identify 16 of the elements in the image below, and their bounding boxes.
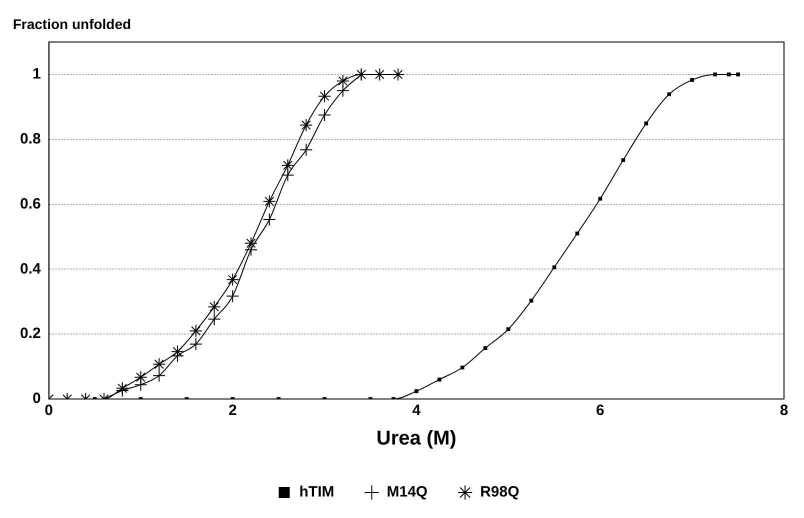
legend-label: R98Q (480, 484, 520, 501)
y-tick-label: 0.4 (20, 260, 42, 278)
y-tick-label: 0.6 (20, 195, 41, 212)
y-axis-title: Fraction unfolded (12, 16, 132, 32)
x-tick-label: 6 (596, 402, 604, 420)
legend-label: M14Q (386, 484, 428, 501)
x-tick-label: 0 (44, 402, 54, 420)
legend-label: hTIM (299, 484, 334, 501)
x-tick-label: 8 (780, 402, 788, 420)
x-tick-label: 4 (412, 402, 422, 420)
y-tick-label: 1 (32, 66, 41, 83)
y-tick-label: 0 (32, 390, 41, 408)
x-tick-label: 2 (228, 402, 237, 420)
y-tick-label: 0.8 (20, 130, 41, 148)
x-axis-title: Urea (M) (376, 428, 456, 450)
y-tick-label: 0.2 (20, 325, 41, 342)
